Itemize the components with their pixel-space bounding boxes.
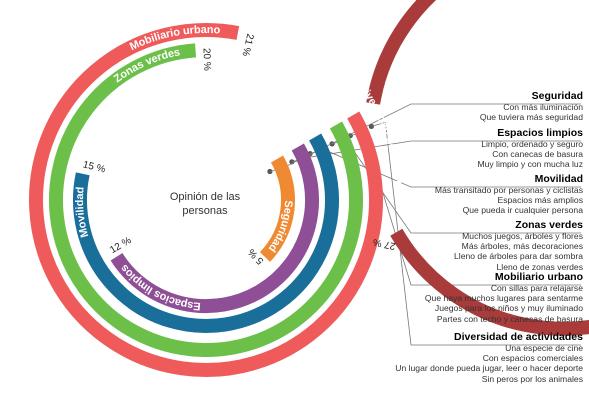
legend-movilidad: Movilidad Más transitado por personas y … [435, 173, 583, 216]
legend-item: Más árboles, más decoraciones [461, 241, 583, 252]
legend-seguridad: Seguridad Con más iluminación Que tuvier… [480, 90, 583, 122]
legend-title: Seguridad [531, 90, 583, 102]
legend-item: Con canecas de basura [492, 149, 583, 160]
legend-item: Con más iluminación [503, 102, 583, 112]
legend-item: Muchos juegos, árboles y flores [462, 231, 583, 241]
center-label: Opinión de las personas [140, 190, 270, 218]
arc-zonas-verdes [49, 43, 363, 357]
legend-mobiliario-urbano: Mobiliario urbano Con sillas para relaja… [425, 271, 583, 324]
legend-item: Muy limpio y con mucha luz [477, 159, 583, 170]
legend-item: Con espacios comerciales [482, 353, 583, 364]
legend-zonas-verdes: Zonas verdes Muchos juegos, árboles y fl… [454, 219, 583, 272]
legend-item: Más transitado por personas y ciclistas [434, 185, 583, 195]
legend-item: Un lugar donde pueda jugar, leer o hacer… [395, 363, 583, 374]
legend-item: Que pueda ir cualquier persona [462, 205, 583, 216]
legend-title: Diversidad de actividades [454, 331, 583, 343]
arc-diversidad-de-actividades [366, 0, 589, 336]
legend-title: Movilidad [534, 173, 583, 185]
value-label-espacios-limpios: 12 % [108, 235, 133, 256]
legend-diversidad-de-actividades: Diversidad de actividades Una especie de… [395, 331, 583, 384]
legend-espacios-limpios: Espacios limpios Limpio, ordenado y segu… [477, 127, 583, 170]
arc-movilidad [73, 133, 339, 333]
legend-item: Una especie de cine [505, 343, 583, 353]
legend-item: Juegos para los niños y muy iluminado [434, 303, 583, 314]
legend-title: Espacios limpios [497, 127, 583, 139]
legend-title: Mobiliario urbano [494, 271, 583, 283]
arc-label-movilidad: Movilidad [74, 186, 91, 238]
center-label-line-1: Opinión de las [169, 191, 241, 203]
legend-item: Lleno de zonas verdes [496, 261, 583, 272]
legend-item: Que tuviera más seguridad [479, 112, 583, 123]
value-label-diversidad-de-actividades: 27 % [372, 236, 397, 251]
legend-item: Partes con techo y canecas de basura [436, 313, 583, 324]
legend-item: Espacios más amplios [497, 195, 584, 206]
value-label-zonas-verdes: 20 % [201, 48, 213, 71]
arc-espacios-limpios [110, 143, 319, 314]
center-label-line-2: personas [182, 205, 228, 217]
legend-item: Con sillas para relajarse [490, 283, 583, 293]
arc-mobiliario-urbano [29, 23, 383, 377]
value-label-mobiliario-urbano: 21 % [239, 32, 255, 57]
legend-title: Zonas verdes [515, 219, 583, 231]
legend-item: Lleno de árboles para dar sombra [454, 251, 583, 262]
arcs [29, 0, 589, 377]
legend-item: Que haya muchos lugares para sentarme [424, 293, 583, 304]
legend-item: Limpio, ordenado y seguro [481, 139, 583, 149]
arc-seguridad [259, 155, 295, 262]
value-label-movilidad: 15 % [82, 159, 107, 175]
legend-item: Sin peros por los animales [481, 373, 583, 384]
